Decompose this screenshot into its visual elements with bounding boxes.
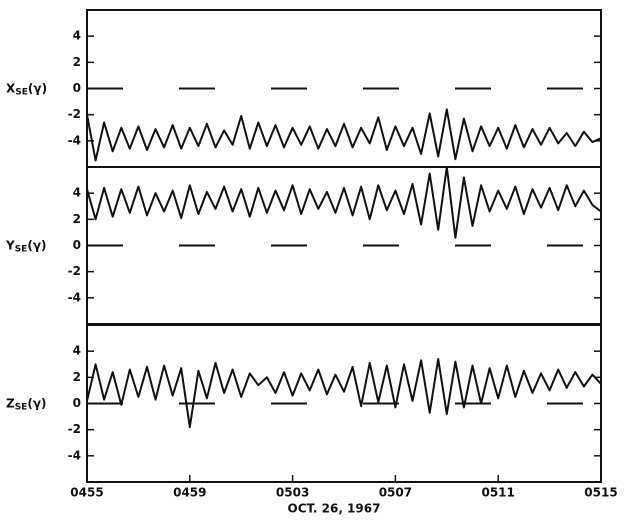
y-axis-label: XSE(γ) bbox=[6, 81, 47, 97]
y-label-part: (γ) bbox=[27, 396, 46, 410]
y-label-part: (γ) bbox=[27, 238, 46, 252]
y-axis-label: ZSE(γ) bbox=[6, 396, 47, 412]
y-tick-label: 0 bbox=[73, 238, 81, 252]
y-tick-label: 0 bbox=[73, 396, 81, 410]
y-label-part: SE bbox=[15, 402, 28, 412]
y-tick-label: 4 bbox=[73, 29, 81, 43]
x-tick-label: 0459 bbox=[173, 486, 206, 500]
y-tick-label: -2 bbox=[68, 264, 81, 278]
series-line bbox=[86, 358, 602, 429]
series-line bbox=[86, 166, 602, 239]
y-tick-label: -4 bbox=[68, 290, 81, 304]
y-label-part: (γ) bbox=[28, 81, 47, 95]
y-tick-label: 4 bbox=[73, 344, 81, 358]
y-tick-label: -2 bbox=[68, 422, 81, 436]
panel-frame bbox=[86, 324, 602, 483]
x-tick-label: 0507 bbox=[379, 486, 412, 500]
y-tick-label: -4 bbox=[68, 133, 81, 147]
x-tick-label: 0511 bbox=[481, 486, 514, 500]
x-axis-label: OCT. 26, 1967 bbox=[288, 502, 381, 516]
y-tick-label: 0 bbox=[73, 81, 81, 95]
y-label-part: X bbox=[6, 81, 16, 95]
y-label-part: Y bbox=[5, 238, 15, 252]
x-tick-label: 0503 bbox=[276, 486, 309, 500]
y-tick-label: 2 bbox=[73, 370, 81, 384]
y-axis-label: YSE(γ) bbox=[5, 238, 47, 254]
x-tick-label: 0455 bbox=[70, 486, 103, 500]
y-tick-label: -2 bbox=[68, 107, 81, 121]
x-tick-label: 0515 bbox=[584, 486, 617, 500]
y-label-part: Z bbox=[6, 396, 15, 410]
y-label-part: SE bbox=[15, 87, 28, 97]
y-tick-label: 2 bbox=[73, 55, 81, 69]
y-tick-label: 2 bbox=[73, 212, 81, 226]
series-line bbox=[86, 108, 602, 162]
panel-frame bbox=[86, 9, 602, 168]
y-label-part: SE bbox=[15, 244, 28, 254]
y-tick-label: -4 bbox=[68, 448, 81, 462]
y-tick-label: 4 bbox=[73, 186, 81, 200]
